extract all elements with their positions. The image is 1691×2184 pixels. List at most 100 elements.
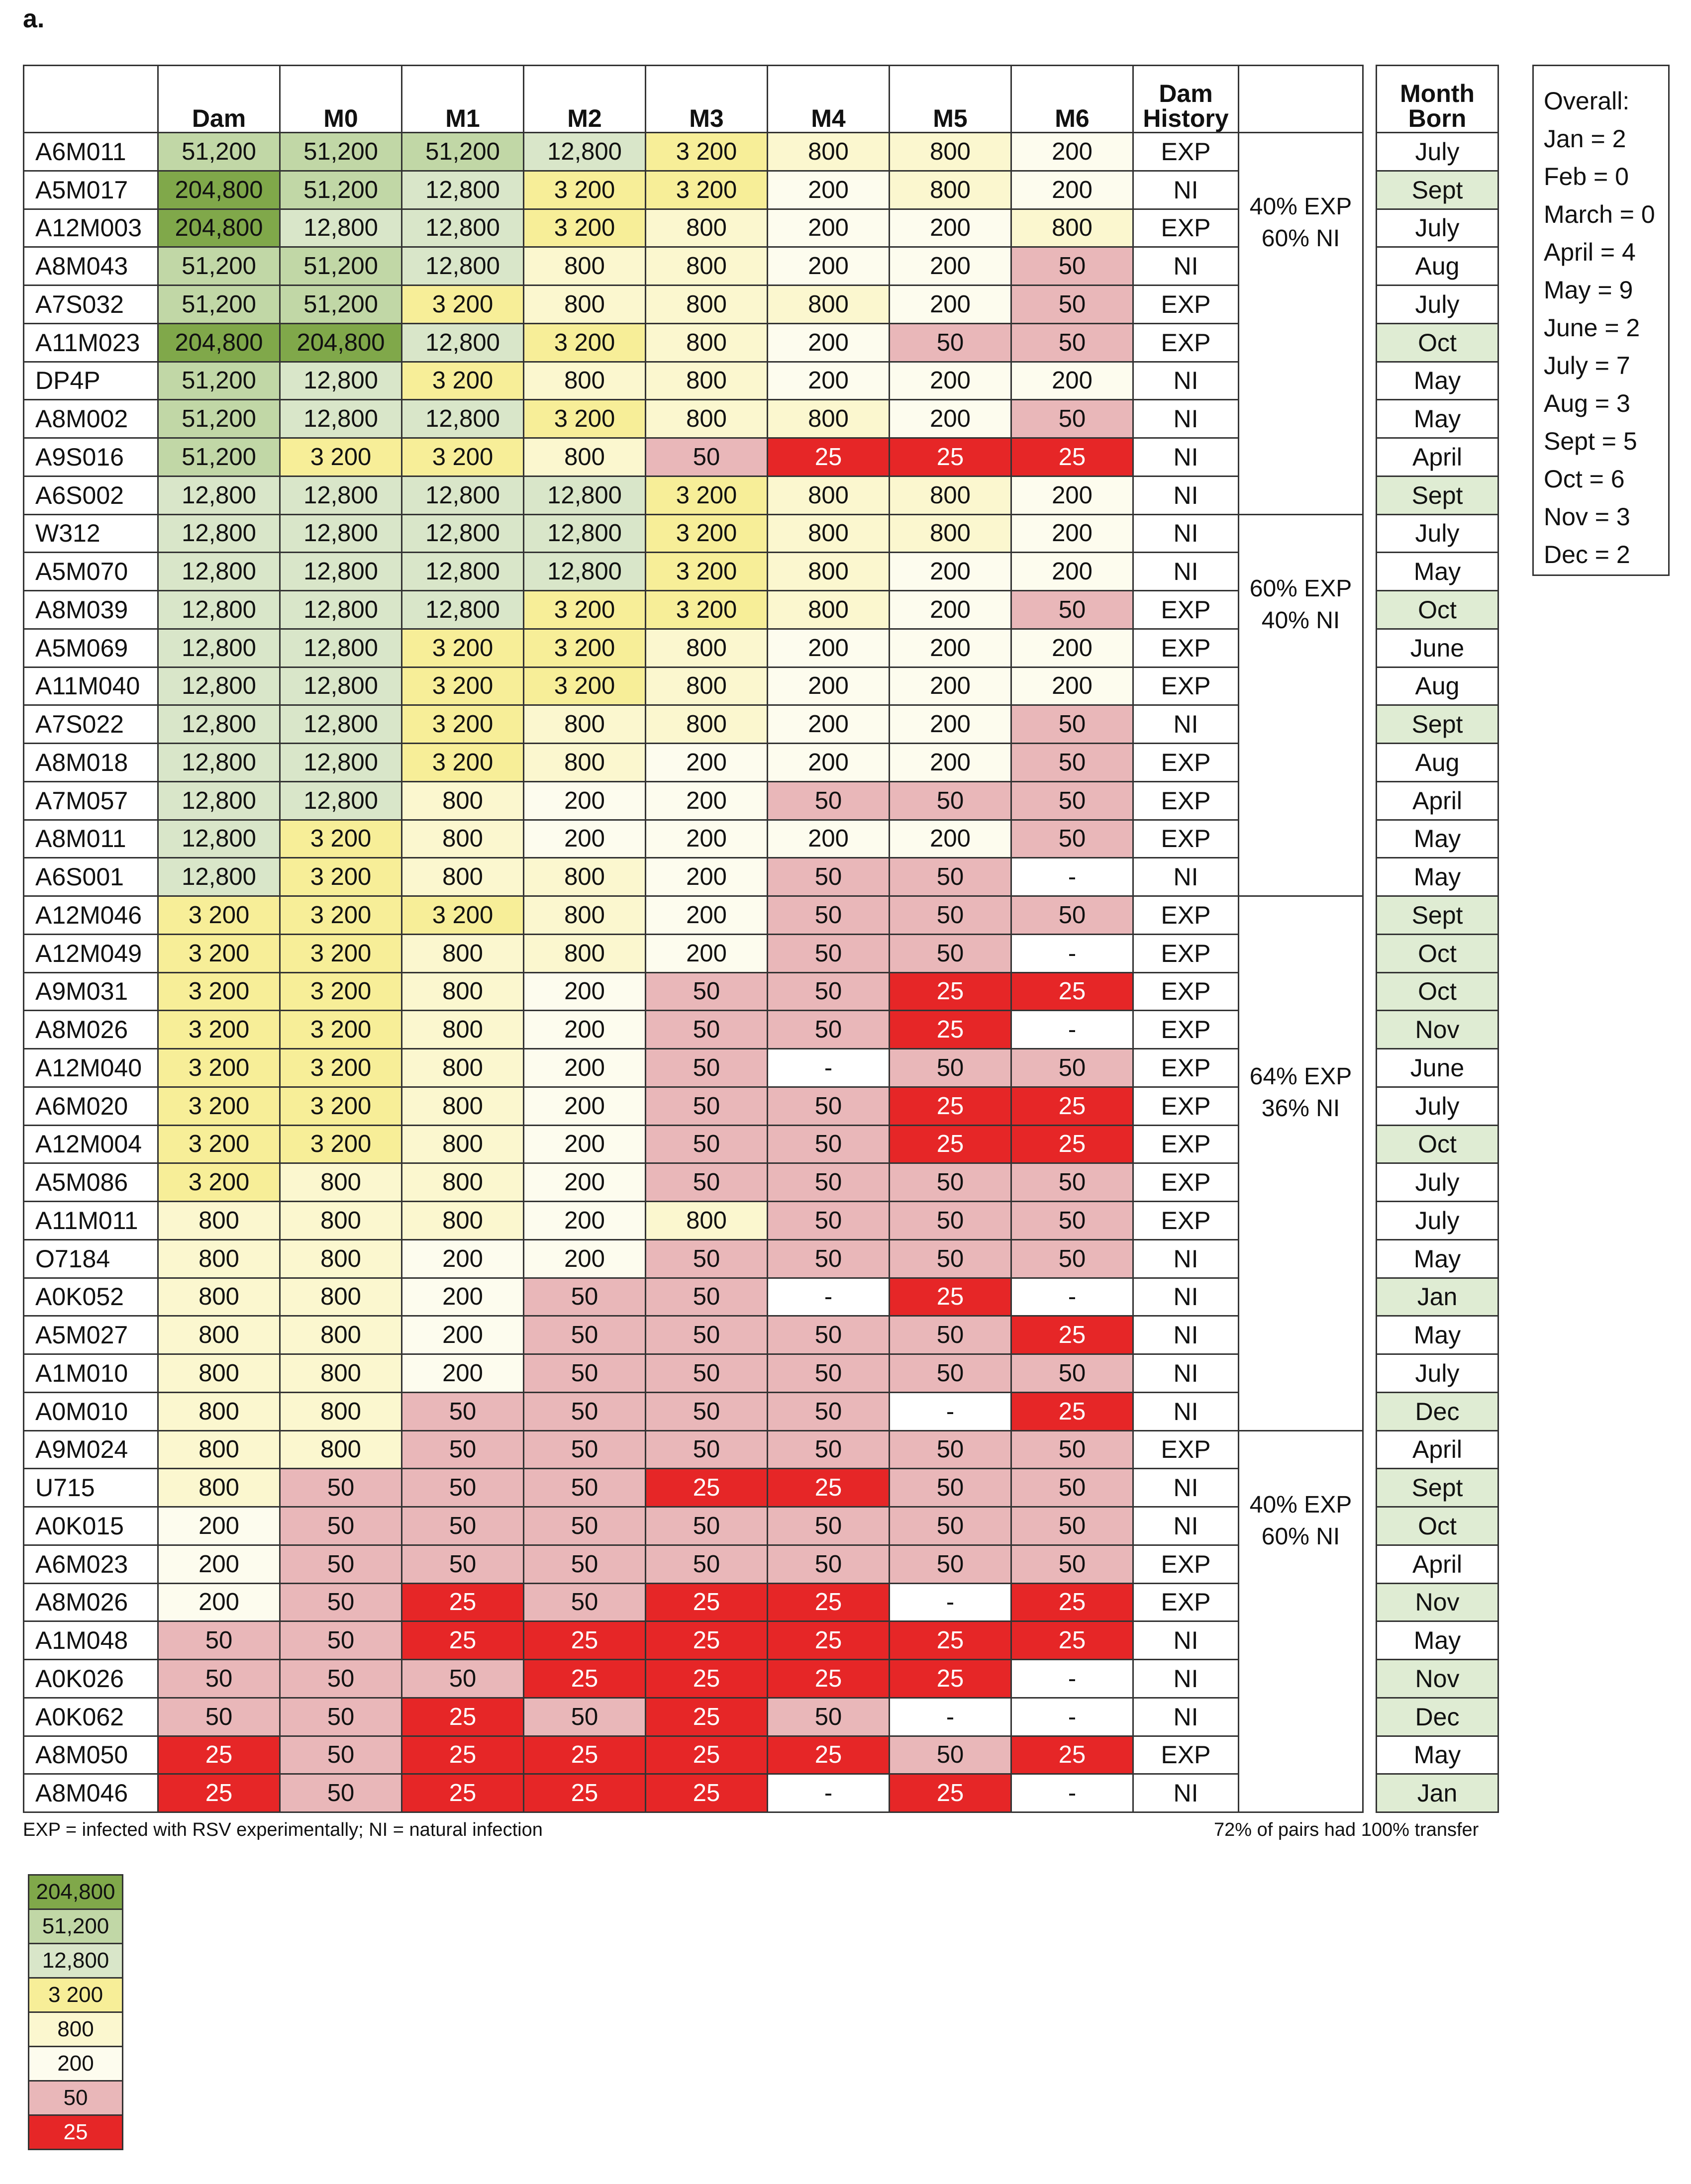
column-gap bbox=[1363, 1087, 1377, 1125]
month-born: Oct bbox=[1377, 972, 1498, 1011]
dam-history: EXP bbox=[1133, 1011, 1239, 1049]
month-born: Oct bbox=[1377, 591, 1498, 629]
month-born: July bbox=[1377, 1163, 1498, 1202]
dam-history: NI bbox=[1133, 514, 1239, 553]
dam-history: NI bbox=[1133, 1507, 1239, 1545]
month-born: Nov bbox=[1377, 1011, 1498, 1049]
titer-cell: 3 200 bbox=[646, 476, 768, 514]
titer-cell: 800 bbox=[280, 1392, 402, 1430]
titer-cell: 204,800 bbox=[280, 323, 402, 362]
table-row: W312 12,800 12,800 12,800 12,800 3 200 800 800 2… bbox=[24, 514, 1498, 553]
overall-month: Dec = 2 bbox=[1544, 536, 1668, 573]
overall-month: April = 4 bbox=[1544, 233, 1668, 271]
month-born: Jan bbox=[1377, 1774, 1498, 1812]
month-born: Sept bbox=[1377, 171, 1498, 209]
titer-cell: - bbox=[1011, 1774, 1133, 1812]
column-gap bbox=[1363, 896, 1377, 935]
titer-cell: 3 200 bbox=[646, 514, 768, 553]
titer-cell: 12,800 bbox=[524, 553, 646, 591]
group-exp-percent: 40% EXP bbox=[1239, 1489, 1362, 1521]
titer-cell: 800 bbox=[280, 1354, 402, 1393]
month-born: May bbox=[1377, 1621, 1498, 1660]
group-ni-percent: 36% NI bbox=[1239, 1093, 1362, 1125]
month-born: Oct bbox=[1377, 934, 1498, 972]
header-id bbox=[24, 66, 158, 133]
titer-cell: 25 bbox=[646, 1660, 768, 1698]
titer-cell: 800 bbox=[890, 133, 1011, 171]
header-dam-history-line2: History bbox=[1134, 106, 1238, 131]
column-gap bbox=[1363, 133, 1377, 171]
dam-history: EXP bbox=[1133, 1202, 1239, 1240]
legend-row: 200 bbox=[29, 2047, 123, 2081]
titer-cell: 50 bbox=[890, 1163, 1011, 1202]
legend-swatch: 51,200 bbox=[29, 1909, 123, 1944]
titer-cell: - bbox=[890, 1392, 1011, 1430]
titer-cell: 25 bbox=[890, 438, 1011, 476]
dam-history: EXP bbox=[1133, 1087, 1239, 1125]
dam-history: NI bbox=[1133, 553, 1239, 591]
titer-cell: 800 bbox=[646, 400, 768, 438]
header-dam-history-line1: Dam bbox=[1134, 81, 1238, 106]
overall-month: Oct = 6 bbox=[1544, 460, 1668, 498]
legend-swatch: 200 bbox=[29, 2047, 123, 2081]
animal-id: A1M010 bbox=[24, 1354, 158, 1393]
header-m0: M0 bbox=[280, 66, 402, 133]
dam-history: NI bbox=[1133, 171, 1239, 209]
animal-id: A8M046 bbox=[24, 1774, 158, 1812]
titer-cell: 800 bbox=[768, 476, 890, 514]
titer-cell: 200 bbox=[158, 1545, 280, 1583]
column-gap bbox=[1363, 1011, 1377, 1049]
month-born: May bbox=[1377, 400, 1498, 438]
titer-cell: 800 bbox=[402, 972, 524, 1011]
header-row: Dam M0 M1 M2 M3 M4 M5 M6 Dam History Mon… bbox=[24, 66, 1498, 133]
titer-cell: 50 bbox=[524, 1316, 646, 1354]
animal-id: A0K026 bbox=[24, 1660, 158, 1698]
titer-cell: 800 bbox=[158, 1278, 280, 1316]
titer-cell: 50 bbox=[524, 1507, 646, 1545]
month-born: Aug bbox=[1377, 744, 1498, 782]
titer-cell: 800 bbox=[402, 1011, 524, 1049]
titer-cell: 50 bbox=[768, 858, 890, 896]
titer-cell: 200 bbox=[524, 781, 646, 820]
titer-cell: 3 200 bbox=[280, 820, 402, 858]
titer-cell: 3 200 bbox=[280, 972, 402, 1011]
titer-cell: 50 bbox=[890, 1316, 1011, 1354]
dam-history: EXP bbox=[1133, 667, 1239, 705]
column-gap bbox=[1363, 1239, 1377, 1278]
titer-cell: 200 bbox=[524, 972, 646, 1011]
month-born: Dec bbox=[1377, 1698, 1498, 1736]
header-m2: M2 bbox=[524, 66, 646, 133]
titer-cell: 800 bbox=[768, 400, 890, 438]
titer-cell: 12,800 bbox=[280, 400, 402, 438]
titer-cell: 800 bbox=[158, 1354, 280, 1393]
column-gap bbox=[1363, 1163, 1377, 1202]
titer-cell: 200 bbox=[524, 1163, 646, 1202]
titer-cell: 50 bbox=[1011, 896, 1133, 935]
column-gap bbox=[1363, 1125, 1377, 1163]
column-gap bbox=[1363, 438, 1377, 476]
titer-cell: 800 bbox=[280, 1202, 402, 1240]
titer-cell: - bbox=[1011, 934, 1133, 972]
titer-cell: 25 bbox=[1011, 438, 1133, 476]
animal-id: A11M023 bbox=[24, 323, 158, 362]
titer-cell: 200 bbox=[890, 209, 1011, 247]
titer-cell: 50 bbox=[646, 1507, 768, 1545]
titer-cell: 12,800 bbox=[158, 858, 280, 896]
month-born: Jan bbox=[1377, 1278, 1498, 1316]
dam-history: EXP bbox=[1133, 1049, 1239, 1087]
titer-cell: 200 bbox=[1011, 476, 1133, 514]
titer-cell: 200 bbox=[1011, 667, 1133, 705]
dam-history: EXP bbox=[1133, 285, 1239, 324]
group-spacer bbox=[1239, 897, 1362, 1061]
titer-cell: 200 bbox=[524, 1011, 646, 1049]
column-gap bbox=[1363, 744, 1377, 782]
animal-id: W312 bbox=[24, 514, 158, 553]
animal-id: A9S016 bbox=[24, 438, 158, 476]
titer-cell: 204,800 bbox=[158, 209, 280, 247]
column-gap bbox=[1363, 820, 1377, 858]
titer-cell: 25 bbox=[1011, 1392, 1133, 1430]
titer-cell: 50 bbox=[1011, 591, 1133, 629]
titer-cell: 800 bbox=[280, 1239, 402, 1278]
titer-cell: 50 bbox=[890, 1049, 1011, 1087]
animal-id: A9M024 bbox=[24, 1430, 158, 1469]
